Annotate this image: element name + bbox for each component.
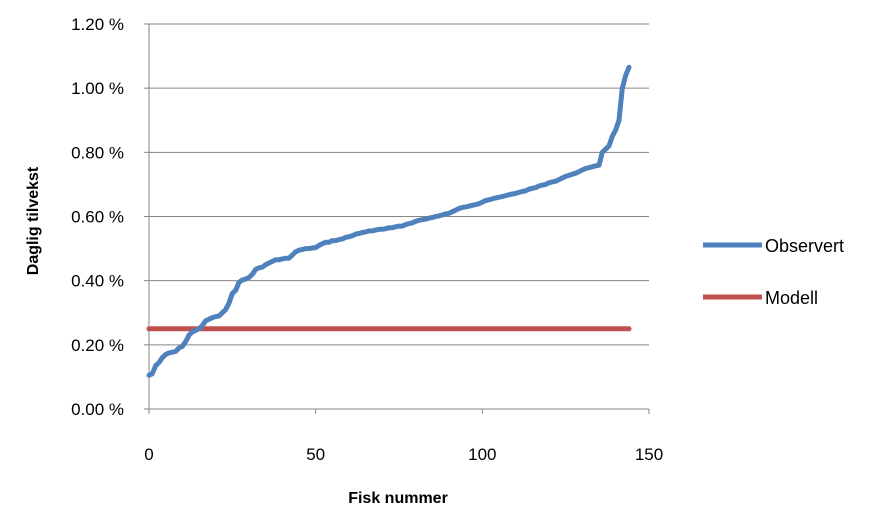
legend-label-observert: Observert [765, 236, 844, 256]
y-tick-label: 0.40 % [71, 272, 124, 291]
y-tick-label: 1.00 % [71, 79, 124, 98]
series-lines [146, 64, 632, 378]
x-tick-label: 50 [306, 445, 325, 464]
series-line-observert [146, 64, 632, 378]
legend-label-modell: Modell [765, 288, 818, 308]
y-tick-label: 0.60 % [71, 208, 124, 227]
x-tick-label: 150 [635, 445, 663, 464]
legend-item-modell: Modell [703, 288, 818, 308]
y-axis-title: Daglig tilvekst [25, 166, 42, 275]
x-axis-title: Fisk nummer [348, 490, 448, 507]
legend: Observert Modell [703, 236, 844, 308]
y-tick-label: 0.00 % [71, 400, 124, 419]
y-tick-labels: 0.00 % 0.20 % 0.40 % 0.60 % 0.80 % 1.00 % 1.20… [71, 15, 124, 419]
y-tick-label: 0.80 % [71, 143, 124, 162]
x-tick-labels: 0 50 100 150 [144, 445, 663, 464]
legend-item-observert: Observert [703, 236, 844, 256]
x-tick-label: 100 [468, 445, 496, 464]
axes [144, 23, 650, 414]
gridlines [149, 23, 649, 346]
x-tick-label: 0 [144, 445, 153, 464]
y-tick-label: 0.20 % [71, 336, 124, 355]
y-tick-label: 1.20 % [71, 15, 124, 34]
